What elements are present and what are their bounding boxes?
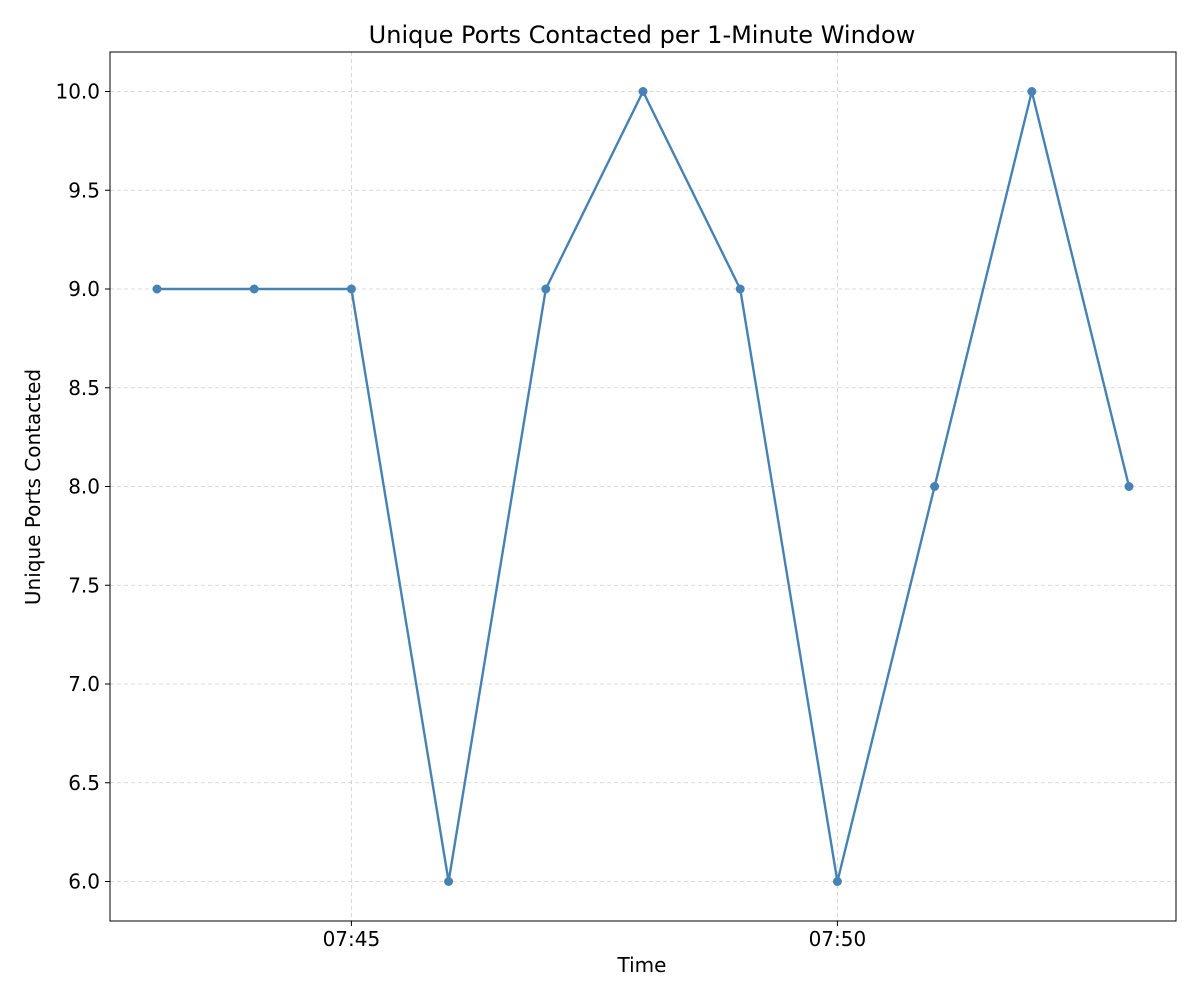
y-tick-label: 9.0 bbox=[68, 277, 100, 301]
data-point bbox=[1124, 482, 1134, 491]
data-point bbox=[444, 877, 454, 886]
data-point bbox=[832, 877, 842, 886]
x-tick-label: 07:45 bbox=[323, 927, 381, 951]
data-point bbox=[346, 284, 356, 294]
data-point bbox=[541, 284, 551, 294]
data-point bbox=[930, 482, 940, 491]
y-axis-label: Unique Ports Contacted bbox=[21, 369, 45, 605]
data-point bbox=[735, 284, 745, 294]
y-tick-label: 9.5 bbox=[68, 178, 100, 202]
y-tick-label: 6.5 bbox=[68, 771, 100, 795]
data-point bbox=[1027, 87, 1037, 96]
y-tick-label: 6.0 bbox=[68, 870, 100, 894]
y-tick-label: 7.0 bbox=[68, 672, 100, 696]
y-tick-label: 8.0 bbox=[68, 475, 100, 499]
data-point bbox=[249, 284, 259, 294]
y-tick-label: 7.5 bbox=[68, 573, 100, 597]
x-axis-label: Time bbox=[617, 953, 667, 977]
chart-title: Unique Ports Contacted per 1-Minute Wind… bbox=[369, 21, 916, 49]
ticks: 6.0 6.5 7.0 7.5 8.0 8.5 9.0 9.5 10.0 07:45 07:50 bbox=[55, 80, 866, 952]
x-tick-label: 07:50 bbox=[809, 927, 867, 951]
data-point bbox=[638, 87, 648, 96]
y-tick-label: 8.5 bbox=[68, 376, 100, 400]
y-tick-label: 10.0 bbox=[55, 80, 100, 104]
data-point bbox=[152, 284, 162, 294]
grid bbox=[110, 52, 1176, 921]
series bbox=[152, 87, 1134, 886]
